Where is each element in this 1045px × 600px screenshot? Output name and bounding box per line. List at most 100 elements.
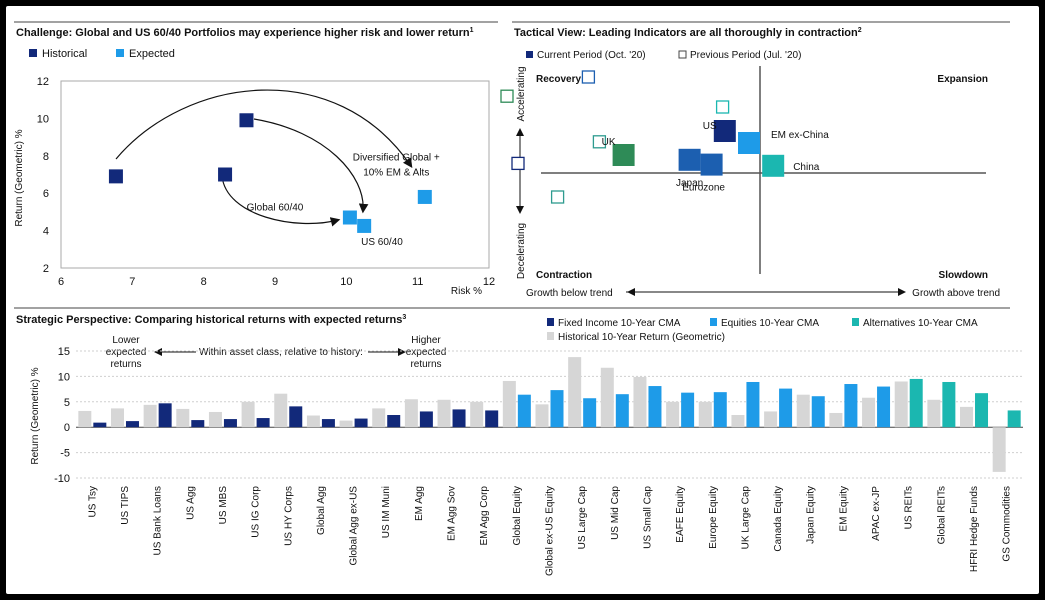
bar-historical	[666, 401, 680, 428]
point-expected	[342, 210, 357, 225]
x-label-above-trend: Growth above trend	[912, 288, 1000, 299]
bar-historical	[796, 394, 810, 428]
category-label: EM Agg	[414, 486, 425, 521]
x-tick-label: 8	[201, 276, 207, 288]
y-tick-label: 5	[64, 397, 70, 409]
x-tick-label: 9	[272, 276, 278, 288]
panel-strategic: Strategic Perspective: Comparing histori…	[14, 307, 1023, 576]
point-expected	[417, 189, 432, 204]
point-previous	[592, 135, 607, 149]
bar-cma	[615, 394, 629, 428]
bar-cma	[811, 396, 825, 428]
y-tick-label: 6	[43, 188, 49, 200]
point-previous	[511, 156, 525, 171]
y-axis-label: Return (Geometric) %	[14, 129, 25, 226]
bar-cma	[550, 390, 564, 428]
bar-cma	[321, 419, 335, 428]
quadrant-expansion: Expansion	[937, 74, 988, 85]
bar-historical	[241, 401, 255, 428]
bar-cma	[485, 410, 499, 428]
legend-swatch-historical	[547, 332, 554, 340]
quadrant-slowdown: Slowdown	[939, 270, 988, 281]
bar-historical	[372, 408, 386, 428]
bar-historical	[208, 411, 222, 428]
legend-swatch-previous	[678, 50, 687, 59]
point-current	[713, 120, 736, 142]
point-current	[738, 132, 760, 154]
chart-title: Tactical View: Leading Indicators are al…	[514, 27, 862, 39]
category-label: Europe Equity	[708, 486, 719, 549]
category-label: Global REITs	[936, 486, 947, 544]
annotation-lower-expected: Lower expected returns	[106, 335, 147, 370]
bar-historical	[404, 399, 418, 428]
bar-cma	[191, 420, 205, 428]
category-label: US REITs	[904, 486, 915, 529]
category-label: US IM Muni	[381, 486, 392, 538]
bar-historical	[274, 393, 288, 428]
point-label: US	[703, 121, 717, 132]
bar-cma	[681, 392, 695, 428]
bar-cma	[452, 409, 466, 428]
bar-historical	[992, 427, 1006, 472]
bar-historical	[535, 404, 549, 428]
category-label: EM Equity	[838, 486, 849, 532]
point-label: Eurozone	[682, 183, 725, 194]
annotation-label: US 60/40	[361, 237, 403, 248]
data-points	[108, 113, 432, 233]
point-current	[762, 154, 785, 177]
bar-cma	[779, 388, 793, 428]
bar-cma	[125, 421, 139, 428]
legend: Historical Expected	[29, 48, 175, 60]
category-label: UK Large Cap	[740, 486, 751, 550]
x-axis-label: Risk %	[451, 286, 482, 297]
quadrant-recovery: Recovery	[536, 74, 581, 85]
category-label: Global Agg ex-US	[349, 486, 360, 566]
y-tick-label: 8	[43, 151, 49, 163]
category-label: US Tsy	[87, 486, 98, 518]
category-label: EM Agg Sov	[447, 486, 458, 541]
annotation-within-asset-class: Within asset class, relative to history:	[199, 347, 363, 358]
arrow-global-6040	[221, 175, 341, 227]
legend-label-expected: Expected	[129, 48, 175, 60]
legend-swatch-historical	[29, 49, 37, 57]
plot-frame	[60, 80, 490, 269]
x-tick-label: 12	[483, 276, 495, 288]
bar-historical	[568, 357, 582, 428]
x-tick-label: 11	[412, 276, 423, 288]
bar-cma	[583, 398, 597, 428]
y-label-decelerating: Decelerating	[516, 223, 527, 279]
y-axis-label: Return (Geometric) %	[30, 367, 41, 464]
chart-title: Strategic Perspective: Comparing histori…	[16, 314, 406, 326]
point-label: Japan	[676, 178, 703, 189]
bar-cma	[975, 393, 989, 428]
category-label: Global ex-US Equity	[545, 486, 556, 576]
point-expected	[357, 218, 372, 233]
annotation-higher-expected: Higher expected returns	[406, 335, 447, 370]
y-tick-label: 12	[37, 76, 49, 88]
legend-label-historical: Historical 10-Year Return (Geometric)	[558, 332, 725, 343]
category-label: US Agg	[185, 486, 196, 520]
legend-label-equities: Equities 10-Year CMA	[721, 318, 819, 329]
bar-cma	[844, 384, 858, 428]
figure-canvas: Challenge: Global and US 60/40 Portfolio…	[14, 21, 1023, 576]
chart-title: Challenge: Global and US 60/40 Portfolio…	[16, 27, 474, 39]
point-current	[700, 153, 723, 176]
bar-cma	[648, 386, 662, 428]
bar-cma	[223, 419, 237, 428]
bar-historical	[176, 408, 190, 428]
bar-cma	[713, 392, 727, 428]
point-historical	[218, 167, 233, 182]
point-label: UK	[602, 137, 616, 148]
bar-historical	[698, 401, 712, 428]
category-label: Global Agg	[316, 486, 327, 535]
bar-historical	[829, 412, 843, 428]
report-figure: Challenge: Global and US 60/40 Portfolio…	[6, 6, 1039, 594]
category-label: Canada Equity	[773, 486, 784, 552]
legend-label-alternatives: Alternatives 10-Year CMA	[863, 318, 978, 329]
bar-historical	[110, 408, 124, 428]
y-tick-label: 10	[37, 113, 49, 125]
category-label: EAFE Equity	[675, 486, 686, 543]
y-tick-label: -10	[54, 473, 70, 485]
annotation-label: Global 60/40	[247, 202, 304, 213]
bar-historical	[731, 415, 745, 428]
